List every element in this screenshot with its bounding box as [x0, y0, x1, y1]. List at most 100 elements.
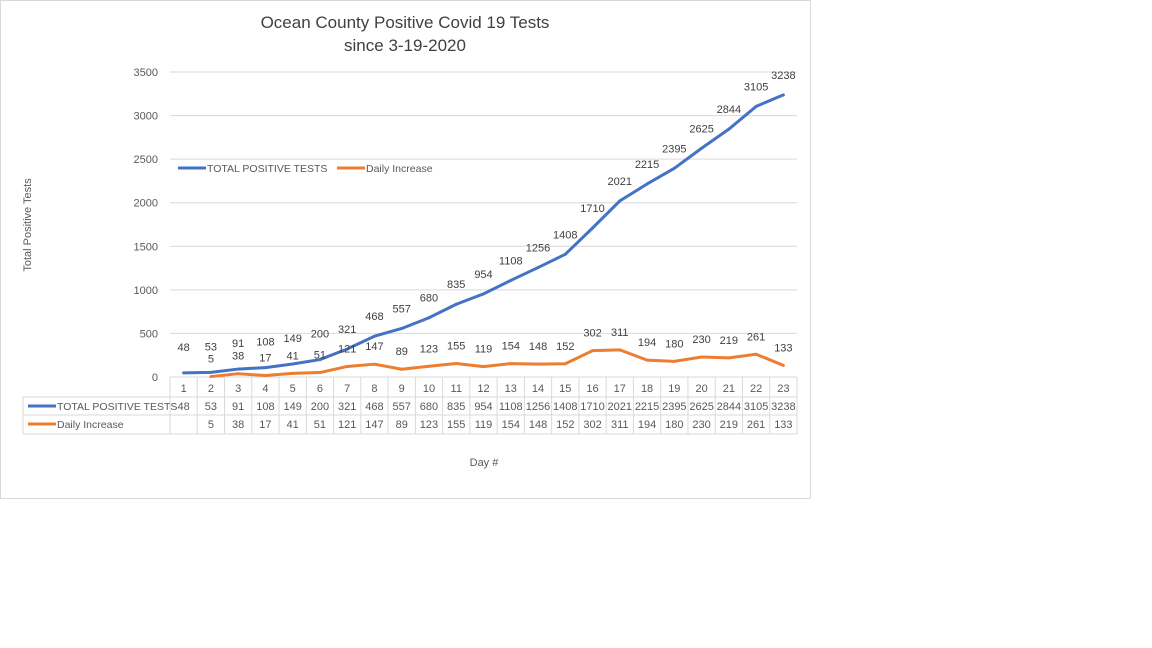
data-point	[645, 182, 649, 186]
y-tick-label: 0	[152, 372, 158, 384]
data-point	[700, 355, 704, 359]
data-label: 133	[774, 342, 792, 354]
y-tick-label: 2000	[134, 198, 158, 210]
data-point	[563, 252, 567, 256]
data-point	[400, 326, 404, 330]
x-tick-label: 6	[317, 383, 323, 395]
table-cell: 51	[314, 419, 326, 431]
data-point	[727, 356, 731, 360]
data-label: 41	[287, 350, 299, 362]
data-label: 557	[393, 303, 411, 315]
table-cell: 1256	[526, 401, 550, 413]
table-cell: 38	[232, 419, 244, 431]
data-point	[482, 292, 485, 296]
table-cell: 123	[420, 419, 438, 431]
x-tick-label: 18	[641, 383, 653, 395]
table-cell: 2395	[662, 401, 686, 413]
data-point	[182, 371, 186, 375]
data-label: 17	[259, 353, 271, 365]
data-point	[591, 226, 595, 230]
table-cell: 3105	[744, 401, 768, 413]
data-label: 680	[420, 293, 438, 305]
data-point	[372, 362, 376, 366]
data-label: 200	[311, 329, 329, 341]
table-cell: 468	[365, 401, 383, 413]
table-cell: 1408	[553, 401, 577, 413]
data-point	[536, 362, 540, 366]
data-point	[645, 358, 649, 362]
data-label: 468	[365, 311, 383, 323]
data-point	[509, 278, 513, 282]
table-cell: 1710	[580, 401, 604, 413]
y-tick-label: 3000	[134, 111, 158, 123]
data-label: 1108	[499, 255, 523, 267]
y-tick-label: 2500	[134, 154, 158, 166]
data-label: 148	[529, 341, 547, 353]
table-cell: 954	[474, 401, 492, 413]
legend-label: Daily Increase	[366, 163, 433, 175]
table-cell: 41	[287, 419, 299, 431]
data-point	[536, 266, 540, 270]
table-cell: 147	[365, 419, 383, 431]
table-cell: 2844	[717, 401, 741, 413]
table-cell: 53	[205, 401, 217, 413]
data-point	[291, 371, 295, 375]
table-cell: 152	[556, 419, 574, 431]
table-cell: 2625	[689, 401, 713, 413]
x-tick-label: 16	[586, 383, 598, 395]
x-tick-label: 23	[777, 383, 789, 395]
y-axis-label: Total Positive Tests	[22, 178, 34, 272]
x-tick-label: 2	[208, 383, 214, 395]
data-point	[291, 362, 295, 366]
data-label: 149	[283, 333, 301, 345]
table-cell: 321	[338, 401, 356, 413]
table-cell: 1108	[499, 401, 523, 413]
table-cell: 557	[393, 401, 411, 413]
table-cell: 121	[338, 419, 356, 431]
table-cell: 154	[502, 419, 520, 431]
chart-title-line-2: since 3-19-2020	[344, 36, 466, 55]
data-point	[427, 316, 431, 320]
data-point	[400, 367, 404, 371]
table-cell: 219	[720, 419, 738, 431]
x-tick-label: 14	[532, 383, 544, 395]
data-point	[591, 349, 595, 353]
table-cell: 835	[447, 401, 465, 413]
legend-label: TOTAL POSITIVE TESTS	[207, 163, 327, 175]
data-label: 53	[205, 341, 217, 353]
chart-frame	[0, 0, 811, 499]
data-point	[318, 358, 322, 362]
table-cell: 261	[747, 419, 765, 431]
data-point	[672, 166, 676, 170]
data-label: 311	[611, 327, 629, 339]
x-axis-label: Day #	[470, 457, 500, 469]
data-point	[482, 365, 485, 369]
data-point	[209, 370, 213, 374]
y-tick-label: 500	[140, 328, 158, 340]
data-label: 180	[665, 338, 683, 350]
table-series-name: TOTAL POSITIVE TESTS	[57, 401, 177, 413]
data-point	[781, 93, 785, 97]
x-tick-label: 22	[750, 383, 762, 395]
data-label: 194	[638, 337, 656, 349]
data-point	[454, 361, 458, 365]
data-point	[618, 348, 622, 352]
x-tick-label: 21	[723, 383, 735, 395]
x-tick-label: 12	[477, 383, 489, 395]
x-tick-label: 9	[399, 383, 405, 395]
data-label: 3238	[771, 70, 795, 82]
data-point	[209, 375, 213, 379]
data-point	[236, 372, 240, 376]
data-label: 230	[692, 334, 710, 346]
data-label: 1710	[580, 203, 604, 215]
table-cell: 149	[283, 401, 301, 413]
data-point	[454, 302, 458, 306]
data-label: 3105	[744, 81, 768, 93]
data-point	[345, 347, 349, 351]
table-series-name: Daily Increase	[57, 419, 124, 431]
table-cell: 200	[311, 401, 329, 413]
data-point	[672, 359, 676, 363]
table-cell: 680	[420, 401, 438, 413]
data-label: 108	[256, 337, 274, 349]
table-cell: 91	[232, 401, 244, 413]
